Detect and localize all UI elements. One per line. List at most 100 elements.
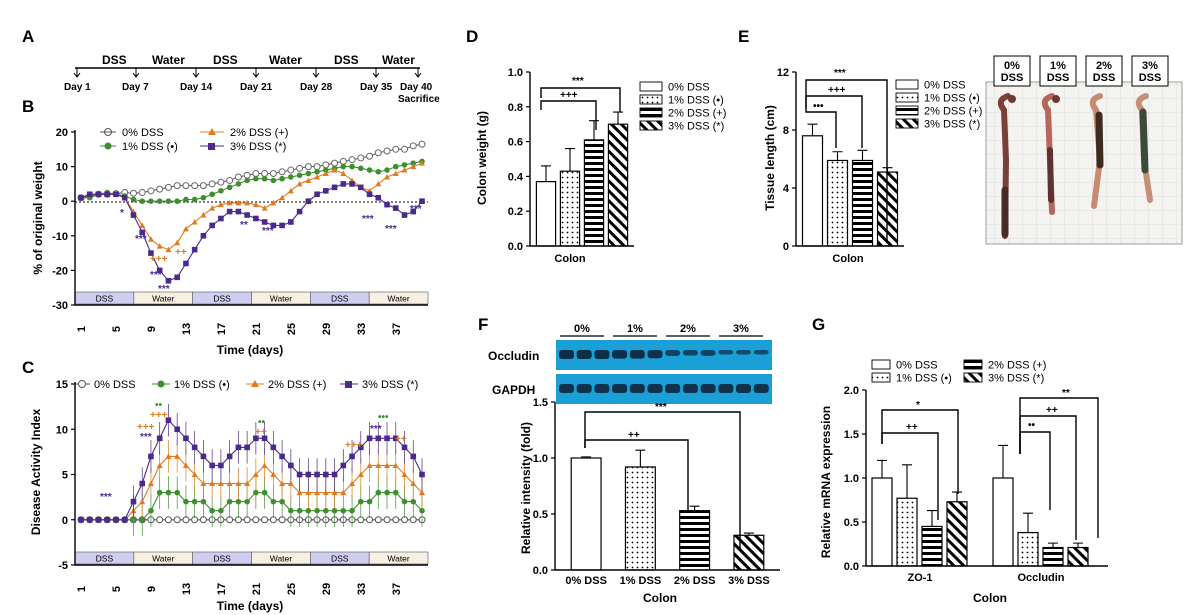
- y-tick-label: 0.8: [508, 102, 523, 114]
- data-point: [296, 507, 303, 514]
- legend-label: 3% DSS (*): [924, 119, 980, 131]
- phase-band-label: Water: [270, 554, 293, 564]
- data-point: [191, 498, 198, 505]
- error-bar: [832, 151, 843, 161]
- legend-label: 1% DSS (•): [924, 93, 980, 105]
- data-point: [410, 480, 417, 487]
- bar: [1042, 546, 1064, 567]
- data-point: [191, 471, 198, 477]
- y-tick-label: 1.0: [533, 453, 548, 465]
- data-point: [174, 198, 180, 204]
- data-point: [183, 435, 189, 442]
- bar: [896, 497, 918, 567]
- error-bar: [857, 149, 868, 161]
- bar: [801, 135, 824, 247]
- x-tick-label: 21: [251, 323, 263, 335]
- y-tick-label: -10: [52, 231, 68, 243]
- panel-label-d: D: [466, 27, 478, 46]
- data-point: [226, 453, 233, 460]
- legend-marker: [251, 380, 259, 387]
- legend-label: 2% DSS (+): [988, 360, 1046, 372]
- c-sig: ++: [255, 427, 267, 438]
- legend-marker: [78, 380, 86, 388]
- data-point: [261, 170, 269, 178]
- data-point: [401, 145, 409, 153]
- data-point: [217, 201, 224, 208]
- data-point: [261, 489, 268, 496]
- series-line: [81, 160, 423, 202]
- data-point: [288, 174, 294, 180]
- data-point: [147, 187, 155, 195]
- data-point: [130, 196, 137, 203]
- data-point: [148, 507, 154, 514]
- c-ylabel: Disease Activity Index: [29, 409, 43, 536]
- y-tick-label: 2.0: [844, 385, 859, 397]
- data-point: [348, 156, 356, 164]
- bar: [679, 510, 711, 571]
- x-tick-label: ZO-1: [907, 572, 932, 584]
- photo-label-box: [1039, 55, 1077, 87]
- blot-row-label: Occludin: [488, 349, 539, 363]
- y-tick-label: 0.6: [508, 137, 523, 149]
- data-point: [183, 260, 189, 267]
- data-point: [384, 167, 390, 173]
- data-point: [138, 189, 146, 197]
- data-point: [252, 516, 260, 524]
- x-tick-label: 1% DSS: [620, 575, 662, 587]
- c-sig: •••: [378, 412, 389, 423]
- data-point: [383, 516, 391, 524]
- bar: [1017, 531, 1039, 567]
- data-point: [375, 489, 382, 496]
- y-tick-label: 0.2: [508, 206, 523, 218]
- data-point: [226, 184, 233, 191]
- data-point: [305, 198, 312, 204]
- y-tick-label: 10: [56, 424, 68, 436]
- blot-band: [647, 384, 663, 393]
- data-point: [191, 246, 198, 253]
- data-point: [375, 168, 382, 175]
- x-tick-label: 37: [391, 323, 403, 335]
- data-point: [331, 471, 338, 478]
- g-sig-bracket-zo1: [881, 409, 959, 494]
- c-sig: ••: [155, 400, 163, 411]
- data-point: [164, 516, 172, 524]
- data-point: [174, 274, 180, 281]
- data-point: [253, 489, 259, 496]
- data-point: [174, 239, 181, 246]
- bar: [1067, 546, 1089, 567]
- data-point: [191, 196, 198, 203]
- data-point: [392, 489, 399, 496]
- data-point: [384, 201, 390, 208]
- x-tick-label: 33: [356, 583, 368, 595]
- blot-band: [612, 350, 628, 359]
- data-point: [279, 453, 285, 460]
- colon-weight-bar-chart: Colon weight (g) Colon 1.0 0.8 0.6 0.4 0.2 0.…: [475, 67, 726, 265]
- photo-label: DSS: [1093, 72, 1116, 84]
- data-point: [287, 166, 295, 174]
- data-point: [375, 194, 382, 201]
- data-point: [357, 471, 364, 477]
- legend-marker: [157, 380, 165, 388]
- tissue-length-bar-chart: Tissue length (cm) Colon 12 8 4 0 *** +++ •…: [763, 55, 1183, 265]
- data-point: [156, 198, 163, 204]
- data-point: [252, 201, 259, 208]
- error-bar: [1048, 542, 1058, 548]
- data-point: [165, 417, 172, 423]
- data-point: [130, 498, 137, 505]
- data-point: [296, 489, 303, 496]
- data-point: [349, 181, 355, 187]
- data-point: [314, 507, 320, 514]
- data-point: [375, 462, 382, 468]
- e-xlabel: Colon: [832, 253, 863, 265]
- data-point: [156, 435, 163, 442]
- data-point: [78, 516, 84, 523]
- data-point: [269, 170, 277, 178]
- e-dot-3: •••: [813, 101, 824, 112]
- c-xlabel: Time (days): [217, 599, 283, 613]
- panel-label-e: E: [738, 27, 749, 46]
- y-tick-label: 1.0: [844, 473, 859, 485]
- data-point: [174, 453, 181, 459]
- data-point: [173, 182, 181, 190]
- data-point: [218, 188, 224, 194]
- x-tick-label: 29: [321, 583, 333, 595]
